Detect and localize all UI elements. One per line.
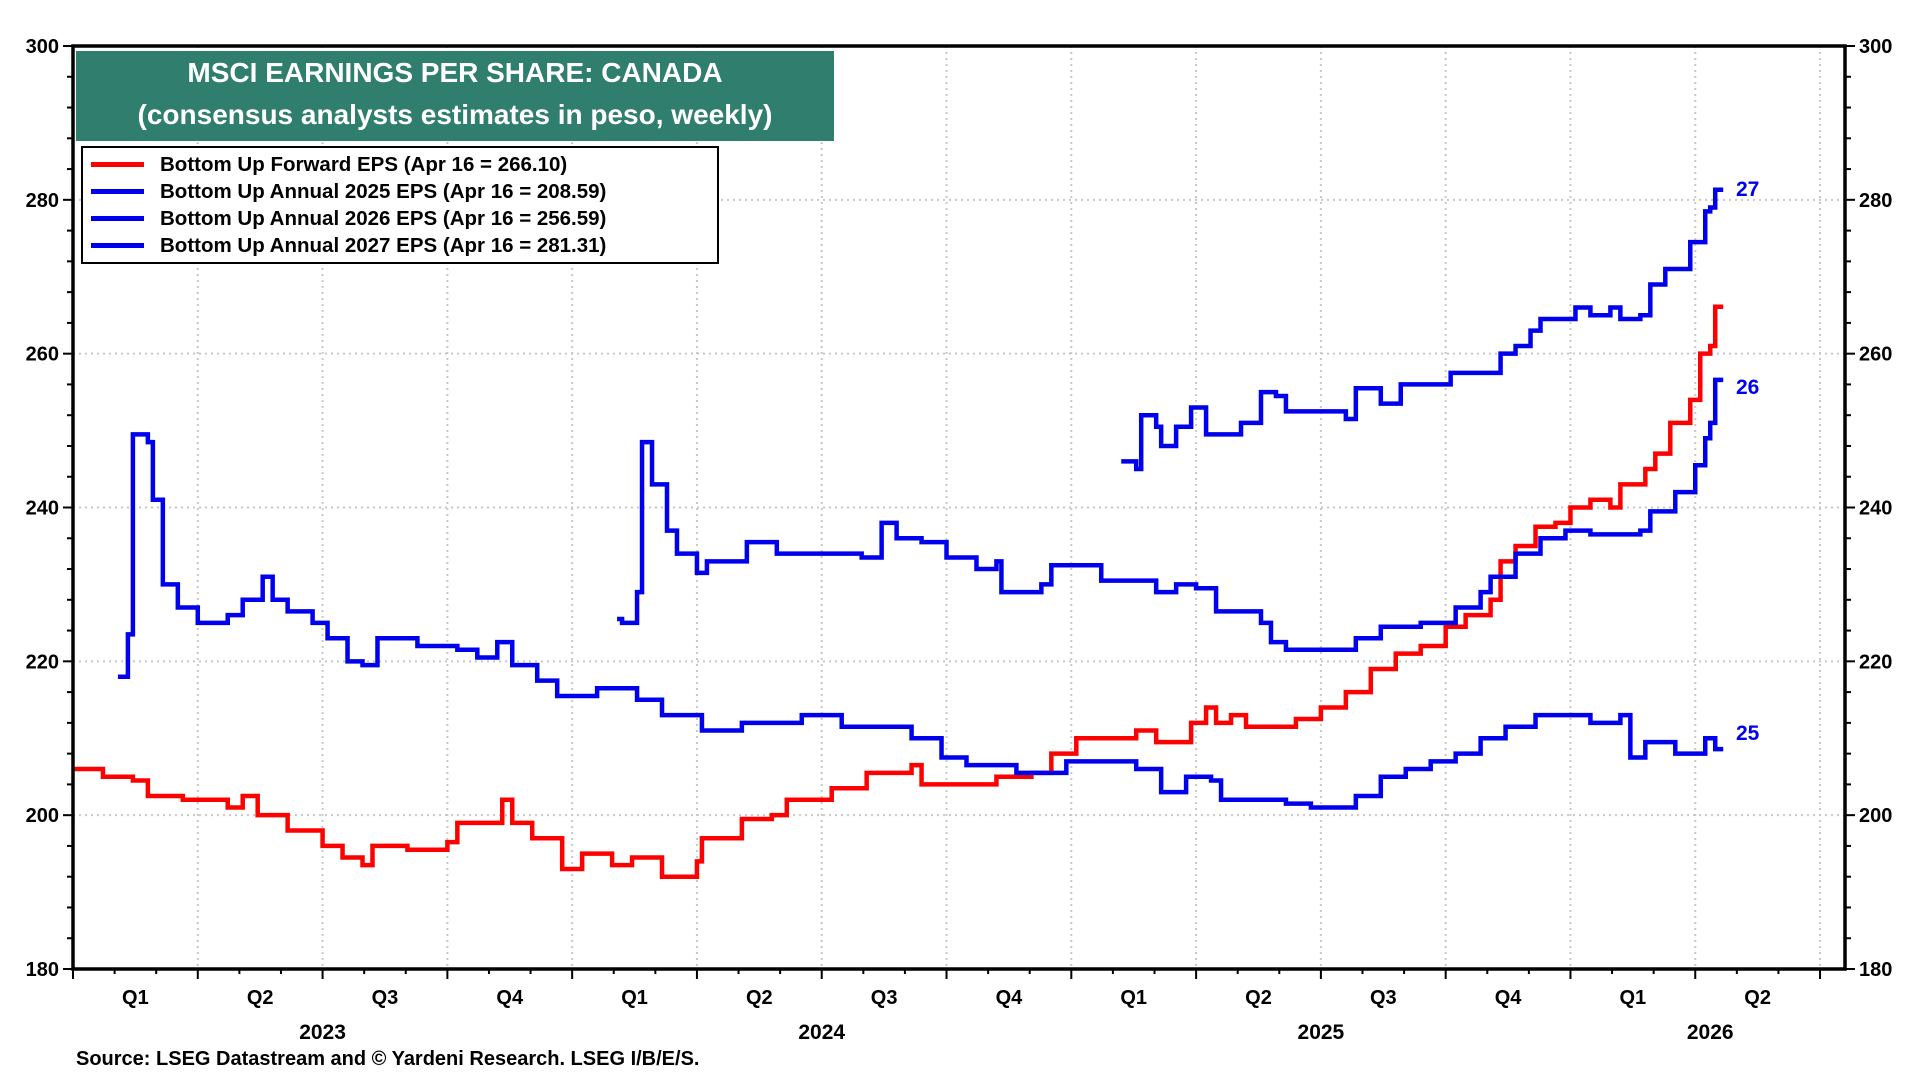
legend-swatch bbox=[91, 162, 144, 167]
legend-label: Bottom Up Forward EPS (Apr 16 = 266.10) bbox=[160, 152, 568, 176]
series-line-1 bbox=[117, 432, 1724, 810]
legend-swatch bbox=[91, 216, 144, 221]
y-tick-label-left: 220 bbox=[26, 651, 59, 673]
chart-title-box: MSCI EARNINGS PER SHARE: CANADA (consens… bbox=[76, 51, 834, 141]
x-quarter-label: Q1 bbox=[621, 987, 648, 1009]
legend-swatch bbox=[91, 189, 144, 194]
series-line-2 bbox=[617, 377, 1724, 653]
end-label-2025: 25 bbox=[1736, 722, 1760, 745]
y-tick-label-left: 300 bbox=[26, 36, 59, 58]
legend-swatch bbox=[91, 243, 144, 248]
y-tick-label-right: 280 bbox=[1859, 190, 1892, 212]
legend-label: Bottom Up Annual 2027 EPS (Apr 16 = 281.… bbox=[160, 233, 607, 257]
y-tick-label-right: 300 bbox=[1859, 36, 1892, 58]
legend-label: Bottom Up Annual 2025 EPS (Apr 16 = 208.… bbox=[160, 179, 607, 203]
y-tick-label-left: 180 bbox=[26, 959, 59, 981]
series-line-3 bbox=[1121, 187, 1724, 472]
plot-frame bbox=[71, 44, 1847, 971]
x-quarter-label: Q1 bbox=[1120, 987, 1147, 1009]
x-quarter-label: Q3 bbox=[1370, 987, 1397, 1009]
x-quarter-label: Q3 bbox=[871, 987, 898, 1009]
x-year-label: 2024 bbox=[798, 1021, 845, 1044]
x-quarter-label: Q1 bbox=[122, 987, 149, 1009]
x-quarter-label: Q4 bbox=[996, 987, 1024, 1009]
x-quarter-label: Q4 bbox=[1495, 987, 1523, 1009]
legend-item-2025-eps: Bottom Up Annual 2025 EPS (Apr 16 = 208.… bbox=[91, 178, 717, 205]
x-quarter-label: Q1 bbox=[1620, 987, 1647, 1009]
x-quarter-label: Q2 bbox=[1245, 987, 1272, 1009]
x-quarter-label: Q3 bbox=[372, 987, 399, 1009]
legend-item-2026-eps: Bottom Up Annual 2026 EPS (Apr 16 = 256.… bbox=[91, 205, 717, 232]
series-line-0 bbox=[73, 304, 1724, 879]
y-tick-label-left: 200 bbox=[26, 805, 59, 827]
x-quarter-label: Q2 bbox=[1744, 987, 1771, 1009]
y-tick-label-right: 260 bbox=[1859, 344, 1892, 366]
y-tick-label-left: 260 bbox=[26, 344, 59, 366]
source-note: Source: LSEG Datastream and © Yardeni Re… bbox=[76, 1048, 700, 1070]
x-quarter-label: Q4 bbox=[496, 987, 524, 1009]
y-tick-label-left: 280 bbox=[26, 190, 59, 212]
y-tick-label-right: 200 bbox=[1859, 805, 1892, 827]
legend: Bottom Up Forward EPS (Apr 16 = 266.10) … bbox=[81, 146, 719, 264]
y-tick-label-right: 240 bbox=[1859, 498, 1892, 520]
chart-title: MSCI EARNINGS PER SHARE: CANADA bbox=[187, 57, 723, 88]
end-label-2026: 26 bbox=[1736, 376, 1760, 399]
y-tick-label-right: 180 bbox=[1859, 959, 1892, 981]
y-tick-label-right: 220 bbox=[1859, 651, 1892, 673]
legend-label: Bottom Up Annual 2026 EPS (Apr 16 = 256.… bbox=[160, 206, 607, 230]
end-label-2027: 27 bbox=[1736, 178, 1760, 201]
x-quarter-label: Q2 bbox=[247, 987, 274, 1009]
chart-subtitle: (consensus analysts estimates in peso, w… bbox=[137, 99, 773, 130]
x-year-label: 2026 bbox=[1687, 1021, 1734, 1044]
x-year-label: 2025 bbox=[1298, 1021, 1345, 1044]
x-year-label: 2023 bbox=[299, 1021, 346, 1044]
legend-item-forward-eps: Bottom Up Forward EPS (Apr 16 = 266.10) bbox=[91, 151, 717, 178]
legend-item-2027-eps: Bottom Up Annual 2027 EPS (Apr 16 = 281.… bbox=[91, 232, 717, 259]
x-quarter-label: Q2 bbox=[746, 987, 773, 1009]
y-tick-label-left: 240 bbox=[26, 498, 59, 520]
